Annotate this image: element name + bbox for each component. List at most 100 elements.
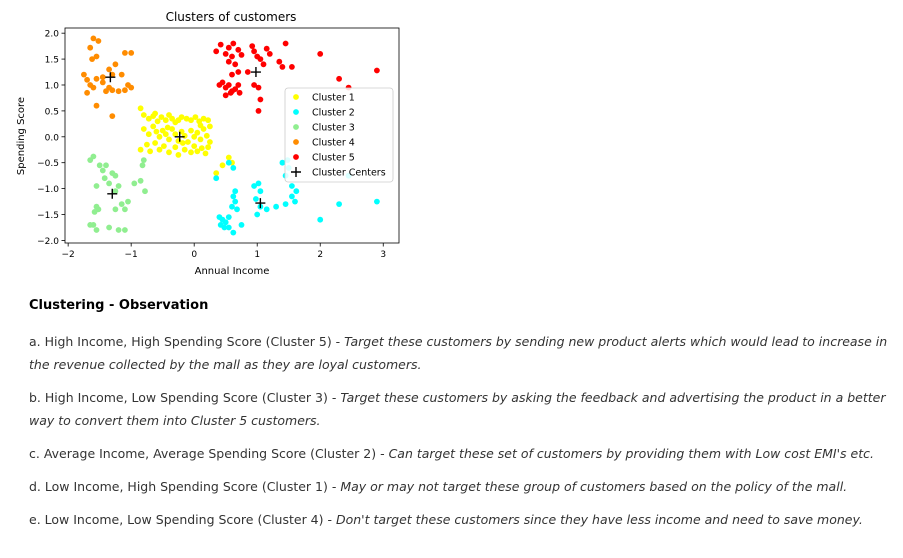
data-point-cluster-1 <box>145 115 152 122</box>
data-point-cluster-4 <box>93 102 100 109</box>
data-point-cluster-1 <box>137 146 144 153</box>
data-point-cluster-5 <box>235 69 242 75</box>
data-point-cluster-2 <box>225 224 232 231</box>
data-point-cluster-3 <box>122 227 128 233</box>
data-point-cluster-5 <box>229 53 235 60</box>
data-point-cluster-1 <box>137 105 144 112</box>
data-point-cluster-5 <box>232 86 239 92</box>
data-point-cluster-3 <box>87 222 94 228</box>
data-point-cluster-3 <box>106 224 112 231</box>
data-point-cluster-1 <box>202 150 209 157</box>
data-point-cluster-5 <box>266 51 273 57</box>
data-point-cluster-4 <box>87 44 94 51</box>
data-point-cluster-2 <box>292 198 298 205</box>
y-tick-label: 0.0 <box>45 133 60 143</box>
data-point-cluster-5 <box>260 61 267 68</box>
data-point-cluster-1 <box>192 114 199 120</box>
y-tick-label: −2.0 <box>37 237 59 247</box>
data-point-cluster-1 <box>162 131 169 138</box>
observation-label: c. Average Income, Average Spending Scor… <box>29 446 389 461</box>
data-point-cluster-1 <box>198 145 205 152</box>
data-point-cluster-3 <box>125 198 131 205</box>
data-point-cluster-3 <box>137 177 144 184</box>
cluster-centers <box>105 67 266 209</box>
observation-list: a. High Income, High Spending Score (Clu… <box>29 330 895 531</box>
plot-frame <box>64 27 400 244</box>
data-point-cluster-4 <box>106 66 112 73</box>
cluster-center-marker <box>255 198 266 209</box>
data-point-cluster-1 <box>172 144 179 151</box>
cluster-center-marker <box>174 131 185 142</box>
data-point-cluster-1 <box>179 140 186 146</box>
data-point-cluster-4 <box>84 76 90 83</box>
legend-label: Cluster 3 <box>312 123 355 134</box>
y-tick-label: 0.5 <box>45 107 59 117</box>
y-tick-label: 1.0 <box>45 81 60 91</box>
x-axis-label: Annual Income <box>195 266 270 277</box>
data-point-cluster-1 <box>188 127 194 134</box>
data-point-cluster-1 <box>175 152 182 158</box>
data-point-cluster-5 <box>232 61 239 68</box>
legend-box <box>284 87 394 183</box>
data-point-cluster-2 <box>230 165 237 171</box>
data-point-cluster-1 <box>185 139 191 145</box>
data-point-cluster-5 <box>225 82 232 88</box>
data-point-cluster-5 <box>216 82 223 88</box>
data-point-cluster-1 <box>188 149 194 156</box>
data-point-cluster-1 <box>181 146 188 153</box>
data-point-cluster-5 <box>217 41 224 48</box>
y-axis: 2.0 1.5 1.0 0.5 0.0 −0.5 −1.0 −1.5 −2.0 <box>37 30 65 247</box>
data-point-cluster-1 <box>161 143 167 150</box>
data-point-cluster-5 <box>222 92 229 99</box>
data-point-cluster-5 <box>279 64 286 70</box>
data-point-cluster-2 <box>289 193 295 200</box>
data-point-cluster-5 <box>251 82 257 88</box>
legend-marker-cluster-2 <box>293 109 299 115</box>
data-point-cluster-3 <box>115 183 122 189</box>
data-point-cluster-2 <box>225 214 232 221</box>
data-point-cluster-5 <box>257 96 264 103</box>
data-point-cluster-5 <box>251 48 257 55</box>
data-point-cluster-3 <box>131 180 138 187</box>
data-point-cluster-2 <box>234 206 240 213</box>
data-point-cluster-1 <box>203 132 210 139</box>
data-point-cluster-2 <box>230 229 237 236</box>
observation-item: a. High Income, High Spending Score (Clu… <box>29 330 895 376</box>
data-point-cluster-5 <box>317 51 324 57</box>
cluster-center-marker <box>107 188 118 199</box>
data-point-cluster-1 <box>153 128 160 135</box>
data-point-cluster-4 <box>99 74 106 81</box>
x-tick-label: −2 <box>62 250 75 260</box>
data-point-cluster-2 <box>317 216 324 223</box>
observation-item: d. Low Income, High Spending Score (Clus… <box>29 475 895 498</box>
y-tick-label: 2.0 <box>45 30 60 40</box>
data-point-cluster-2 <box>257 188 264 195</box>
data-point-cluster-1 <box>156 146 163 153</box>
observation-note: Can target these set of customers by pro… <box>388 446 874 461</box>
data-point-cluster-4 <box>122 87 128 94</box>
data-point-cluster-1 <box>191 133 198 140</box>
data-point-cluster-3 <box>99 167 106 174</box>
data-point-cluster-2 <box>230 193 237 200</box>
data-point-cluster-2 <box>229 203 235 210</box>
data-point-cluster-3 <box>118 201 125 208</box>
data-point-cluster-5 <box>213 48 220 55</box>
legend-marker-centers <box>291 167 301 177</box>
observation-note: Target these customers by sending new pr… <box>29 334 888 372</box>
data-point-cluster-3 <box>93 183 100 189</box>
data-point-cluster-4 <box>81 71 87 78</box>
x-tick-label: 1 <box>254 250 260 260</box>
scatter-chart: Clusters of customers −2 −1 0 1 2 3 2.0 1.5 1.0… <box>16 10 400 277</box>
data-point-cluster-2 <box>225 159 232 166</box>
y-tick-label: −1.5 <box>37 211 59 221</box>
data-point-cluster-2 <box>238 222 245 228</box>
legend-label: Cluster 4 <box>312 138 355 149</box>
section-heading: Clustering - Observation <box>29 298 209 313</box>
data-point-cluster-1 <box>219 162 226 169</box>
data-point-cluster-1 <box>166 149 172 156</box>
data-point-cluster-5 <box>235 82 242 88</box>
data-point-cluster-5 <box>276 58 283 65</box>
x-tick-label: 0 <box>191 250 197 260</box>
x-axis: −2 −1 0 1 2 3 <box>62 243 386 260</box>
data-point-cluster-1 <box>205 144 212 151</box>
